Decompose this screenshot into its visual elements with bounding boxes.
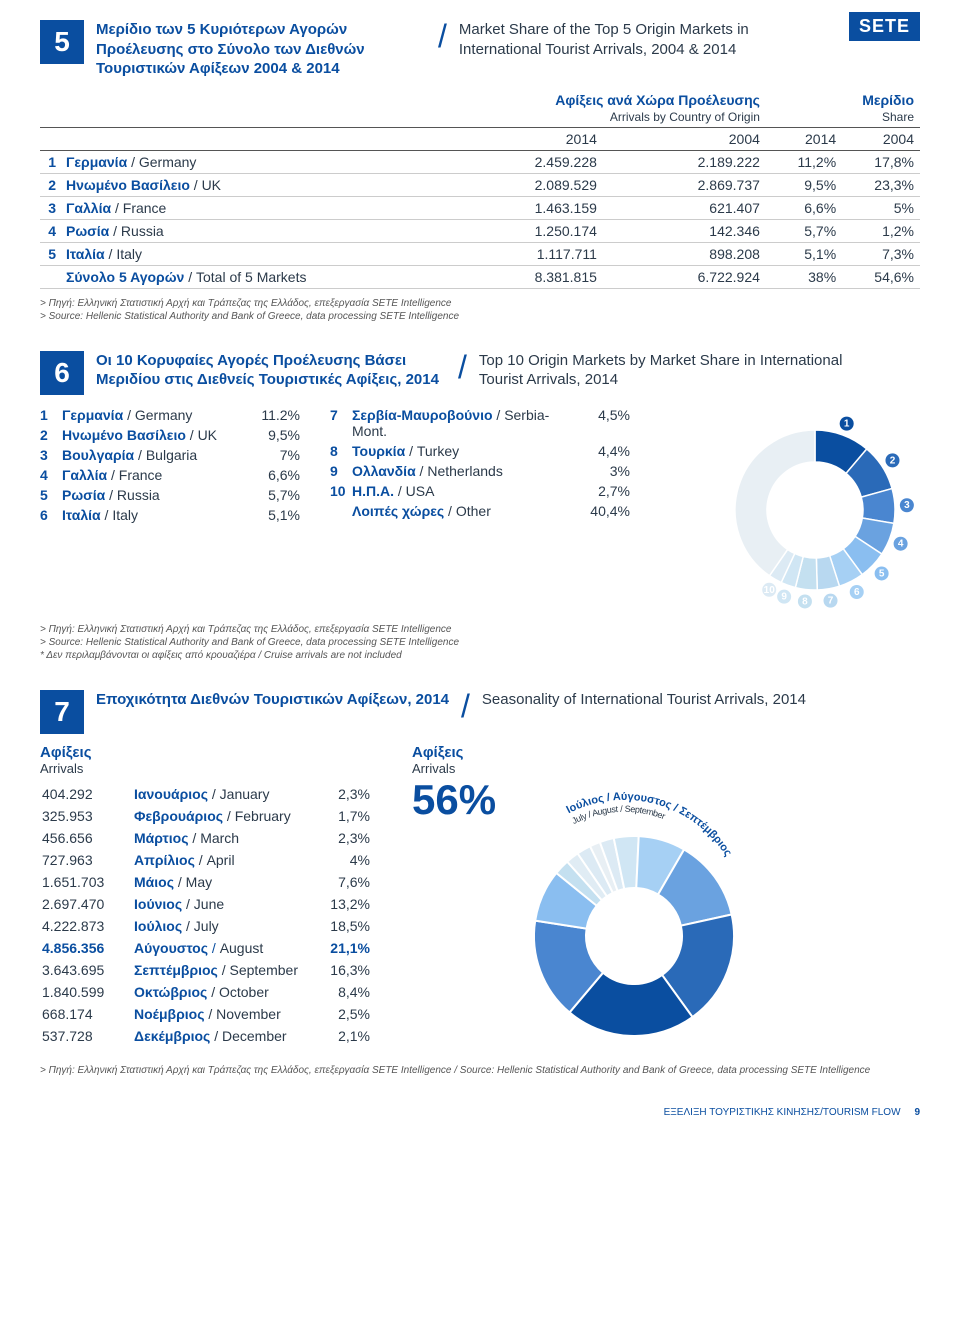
col-share-gr: Μερίδιο (862, 92, 914, 108)
big-percent: 56% (412, 776, 496, 824)
y1b: 2014 (766, 127, 842, 150)
svg-text:5: 5 (879, 568, 885, 579)
svg-text:3: 3 (904, 500, 910, 511)
page-number: 9 (914, 1107, 920, 1118)
arr-en2: Arrivals (412, 761, 455, 776)
section-6: 6 Οι 10 Κορυφαίες Αγορές Προέλευσης Βάσε… (40, 351, 920, 662)
list-item: 4Γαλλία / France6,6% (40, 465, 300, 485)
src-en: > Source: Hellenic Statistical Authority… (40, 310, 920, 323)
s5-source: > Πηγή: Ελληνική Στατιστική Αρχή και Τρά… (40, 297, 920, 323)
col-arr-en: Arrivals by Country of Origin (610, 110, 760, 124)
s6-col-right: 7Σερβία-Μαυροβούνιο / Serbia-Mont.4,5%8Τ… (330, 405, 630, 525)
table-row: 2.697.470Ιούνιος / June13,2% (42, 894, 380, 914)
s7-title-en: Seasonality of International Tourist Arr… (482, 690, 806, 710)
table-7: 404.292Ιανουάριος / January2,3%325.953Φε… (40, 782, 382, 1048)
y2: 2004 (603, 127, 766, 150)
donut-chart: 1 2 3 4 5 6 7 8 9 10 (710, 405, 920, 615)
slash-icon: / (458, 351, 467, 383)
table-row: 727.963Απρίλιος / April4% (42, 850, 380, 870)
s6-src-gr: > Πηγή: Ελληνική Στατιστική Αρχή και Τρά… (40, 623, 920, 636)
badge-6: 6 (40, 351, 84, 395)
table-row: 1 Γερμανία / Germany 2.459.2282.189.2221… (40, 150, 920, 173)
badge-5: 5 (40, 20, 84, 64)
s5-title-en: Market Share of the Top 5 Origin Markets… (459, 20, 789, 59)
list-item: 9Ολλανδία / Netherlands3% (330, 461, 630, 481)
table-row: 537.728Δεκέμβριος / December2,1% (42, 1026, 380, 1046)
table-row: 3.643.695Σεπτέμβριος / September16,3% (42, 960, 380, 980)
s5-title-gr: Μερίδιο των 5 Κυριότερων Αγορών Προέλευσ… (96, 20, 426, 79)
table-row: 4 Ρωσία / Russia 1.250.174142.3465,7%1,2… (40, 219, 920, 242)
y2b: 2004 (842, 127, 920, 150)
col-share-en: Share (882, 110, 914, 124)
s6-title-gr: Οι 10 Κορυφαίες Αγορές Προέλευσης Βάσει … (96, 351, 446, 390)
badge-7: 7 (40, 690, 84, 734)
list-item: 7Σερβία-Μαυροβούνιο / Serbia-Mont.4,5% (330, 405, 630, 441)
table-row: 668.174Νοέμβριος / November2,5% (42, 1004, 380, 1024)
table-row: 5 Ιταλία / Italy 1.117.711898.2085,1%7,3… (40, 242, 920, 265)
arr-gr: Αφίξεις (40, 744, 92, 761)
list-item: 8Τουρκία / Turkey4,4% (330, 441, 630, 461)
table-row: 456.656Μάρτιος / March2,3% (42, 828, 380, 848)
table-5: Αφίξεις ανά Χώρα Προέλευσης Arrivals by … (40, 89, 920, 289)
table-row: 404.292Ιανουάριος / January2,3% (42, 784, 380, 804)
table-row: 2 Ηνωμένο Βασίλειο / UK 2.089.5292.869.7… (40, 173, 920, 196)
svg-text:9: 9 (781, 591, 787, 602)
list-item: 10Η.Π.Α. / USA2,7% (330, 481, 630, 501)
s6-col-left: 1Γερμανία / Germany11.2%2Ηνωμένο Βασίλει… (40, 405, 300, 525)
svg-text:2: 2 (890, 455, 896, 466)
list-item: 5Ρωσία / Russia5,7% (40, 485, 300, 505)
s7-title-gr: Εποχικότητα Διεθνών Τουριστικών Αφίξεων,… (96, 690, 449, 710)
table-row: 4.222.873Ιούλιος / July18,5% (42, 916, 380, 936)
footer: ΕΞΕΛΙΞΗ ΤΟΥΡΙΣΤΙΚΗΣ ΚΙΝΗΣΗΣ/TOURISM FLOW… (40, 1107, 920, 1118)
svg-text:4: 4 (898, 538, 904, 549)
footer-label: ΕΞΕΛΙΞΗ ΤΟΥΡΙΣΤΙΚΗΣ ΚΙΝΗΣΗΣ/TOURISM FLOW (664, 1107, 901, 1118)
s7-source: > Πηγή: Ελληνική Στατιστική Αρχή και Τρά… (40, 1064, 920, 1077)
svg-text:8: 8 (802, 596, 808, 607)
table-row: 1.651.703Μάιος / May7,6% (42, 872, 380, 892)
seasonality-pie: Ιούλιος / Αύγουστος / Σεπτέμβριος July /… (504, 776, 764, 1056)
logo: SETE (849, 12, 920, 41)
svg-text:1: 1 (844, 418, 850, 429)
table-row: 3 Γαλλία / France 1.463.159621.4076,6%5% (40, 196, 920, 219)
list-item: Λοιπές χώρες / Other40,4% (330, 501, 630, 521)
s6-source: > Πηγή: Ελληνική Στατιστική Αρχή και Τρά… (40, 623, 920, 662)
list-item: 2Ηνωμένο Βασίλειο / UK9,5% (40, 425, 300, 445)
s6-src-note: * Δεν περιλαμβάνονται οι αφίξεις από κρο… (40, 649, 920, 662)
slash-icon: / (461, 690, 470, 722)
table-row: 4.856.356Αύγουστος / August21,1% (42, 938, 380, 958)
col-arr-gr: Αφίξεις ανά Χώρα Προέλευσης (555, 92, 760, 108)
slash-icon: / (438, 20, 447, 52)
list-item: 1Γερμανία / Germany11.2% (40, 405, 300, 425)
table-row: 1.840.599Οκτώβριος / October8,4% (42, 982, 380, 1002)
svg-text:7: 7 (828, 595, 834, 606)
src-gr: > Πηγή: Ελληνική Στατιστική Αρχή και Τρά… (40, 297, 920, 310)
section-7: 7 Εποχικότητα Διεθνών Τουριστικών Αφίξεω… (40, 690, 920, 1077)
svg-text:10: 10 (764, 584, 776, 595)
section-5: 5 Μερίδιο των 5 Κυριότερων Αγορών Προέλε… (40, 20, 920, 323)
s6-src-en: > Source: Hellenic Statistical Authority… (40, 636, 920, 649)
arr-en: Arrivals (40, 761, 83, 776)
list-item: 3Βουλγαρία / Bulgaria7% (40, 445, 300, 465)
table-row-total: Σύνολο 5 Αγορών / Total of 5 Markets 8.3… (40, 265, 920, 288)
y1: 2014 (440, 127, 603, 150)
table-row: 325.953Φεβρουάριος / February1,7% (42, 806, 380, 826)
svg-text:6: 6 (854, 586, 860, 597)
list-item: 6Ιταλία / Italy5,1% (40, 505, 300, 525)
s6-title-en: Top 10 Origin Markets by Market Share in… (479, 351, 859, 390)
arr-gr2: Αφίξεις (412, 744, 464, 761)
s7-src: Πηγή: Ελληνική Στατιστική Αρχή και Τράπε… (49, 1065, 871, 1076)
